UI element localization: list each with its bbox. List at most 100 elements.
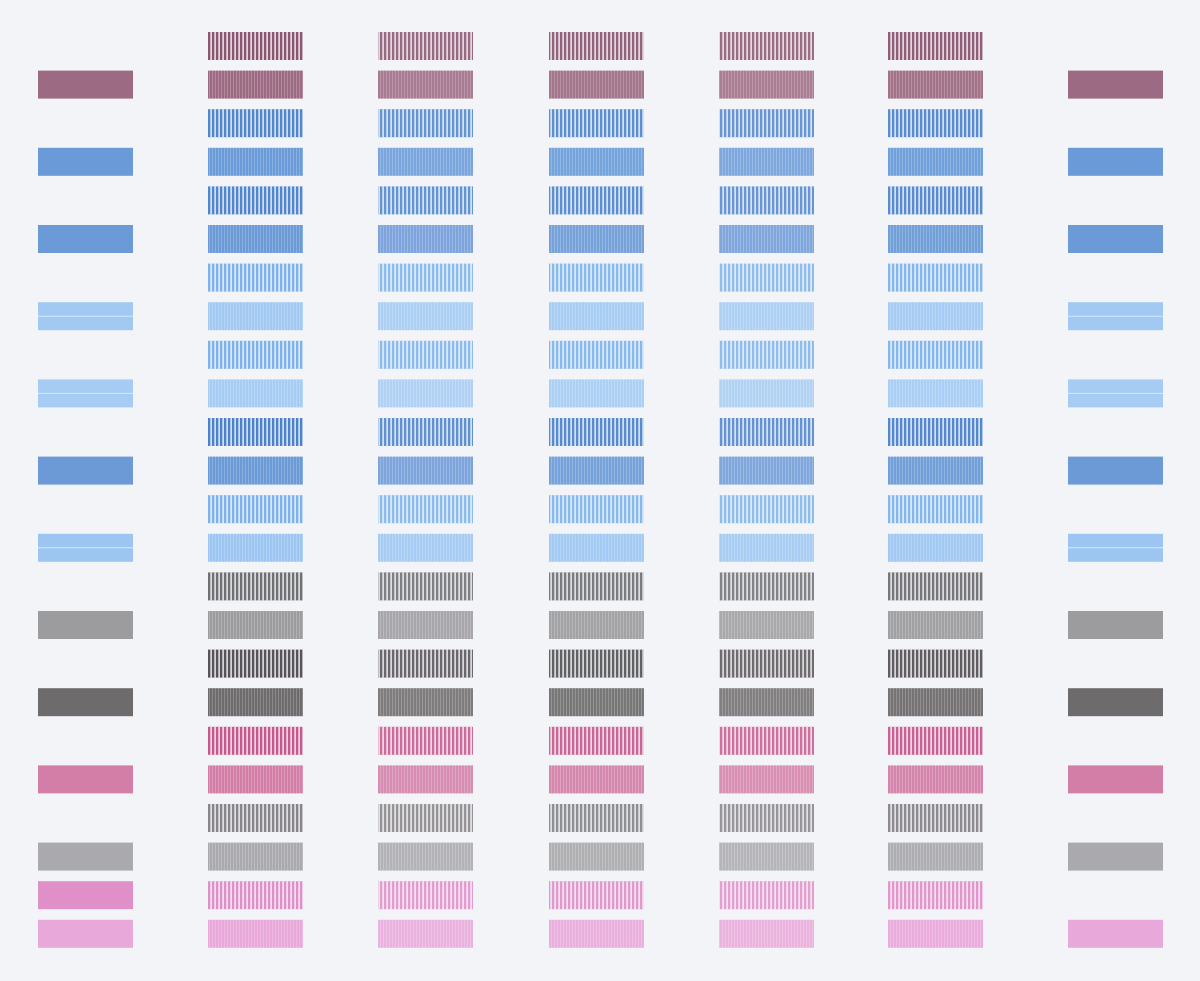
stripe-overlay: [208, 109, 303, 138]
fine-overlay: [719, 611, 814, 639]
stripe-overlay: [888, 32, 983, 60]
fine-overlay: [378, 533, 473, 562]
fine-overlay: [719, 765, 814, 794]
stripe-overlay: [208, 32, 303, 60]
fine-overlay: [719, 379, 814, 408]
stripe-overlay: [378, 804, 473, 832]
stripe-overlay: [208, 649, 303, 678]
stripe-overlay: [719, 263, 814, 292]
fine-overlay: [549, 765, 644, 794]
fine-overlay: [378, 302, 473, 331]
fine-overlay: [208, 688, 303, 717]
fine-overlay: [378, 456, 473, 485]
stripe-overlay: [719, 109, 814, 138]
stripe-overlay: [378, 649, 473, 678]
fine-overlay: [719, 147, 814, 176]
stripe-overlay: [208, 572, 303, 601]
stripe-overlay: [549, 572, 644, 601]
stripe-overlay: [888, 109, 983, 138]
stripe-overlay: [719, 32, 814, 60]
side-patch: [38, 225, 133, 253]
fine-overlay: [888, 765, 983, 794]
stripe-overlay: [719, 649, 814, 678]
fine-overlay: [378, 379, 473, 408]
fine-overlay: [888, 225, 983, 253]
fine-overlay: [378, 765, 473, 794]
fine-overlay: [549, 379, 644, 408]
fine-overlay: [208, 611, 303, 639]
side-patch: [1068, 688, 1163, 717]
stripe-overlay: [378, 109, 473, 138]
stripe-overlay: [549, 186, 644, 215]
fine-overlay: [378, 611, 473, 639]
stripe-overlay: [208, 340, 303, 369]
fine-overlay: [208, 225, 303, 253]
stripe-overlay: [888, 881, 983, 910]
side-patch: [1068, 611, 1163, 639]
stripe-overlay: [549, 649, 644, 678]
fine-overlay: [719, 919, 814, 948]
fine-overlay: [378, 919, 473, 948]
stripe-overlay: [549, 726, 644, 755]
stripe-overlay: [378, 32, 473, 60]
stripe-overlay: [208, 804, 303, 832]
side-patch: [38, 881, 133, 910]
stripe-overlay: [378, 263, 473, 292]
stripe-overlay: [378, 340, 473, 369]
stripe-overlay: [719, 804, 814, 832]
fine-overlay: [378, 225, 473, 253]
stripe-overlay: [719, 418, 814, 446]
fine-overlay: [208, 456, 303, 485]
stripe-overlay: [208, 418, 303, 446]
stripe-overlay: [888, 186, 983, 215]
stripe-overlay: [378, 572, 473, 601]
fine-overlay: [888, 147, 983, 176]
fine-overlay: [888, 688, 983, 717]
side-patch: [38, 456, 133, 485]
stripe-overlay: [719, 572, 814, 601]
side-patch: [38, 70, 133, 99]
fine-overlay: [888, 70, 983, 99]
stripe-overlay: [719, 881, 814, 910]
side-patch: [38, 765, 133, 794]
side-patch: [38, 147, 133, 176]
fine-overlay: [549, 225, 644, 253]
side-patch: [1068, 456, 1163, 485]
stripe-overlay: [719, 726, 814, 755]
stripe-overlay: [378, 495, 473, 524]
stripe-overlay: [888, 572, 983, 601]
stripe-overlay: [888, 263, 983, 292]
fine-overlay: [208, 147, 303, 176]
stripe-overlay: [719, 495, 814, 524]
fine-overlay: [549, 688, 644, 717]
side-patch: [1068, 919, 1163, 948]
fine-overlay: [549, 611, 644, 639]
side-patch: [38, 919, 133, 948]
stripe-overlay: [888, 418, 983, 446]
stripe-overlay: [888, 804, 983, 832]
stripe-overlay: [378, 881, 473, 910]
fine-overlay: [549, 919, 644, 948]
fine-overlay: [719, 225, 814, 253]
side-patch: [1068, 225, 1163, 253]
fine-overlay: [549, 456, 644, 485]
fine-overlay: [208, 70, 303, 99]
fine-overlay: [208, 919, 303, 948]
fine-overlay: [888, 919, 983, 948]
fine-overlay: [208, 765, 303, 794]
fine-overlay: [888, 842, 983, 871]
fine-overlay: [378, 70, 473, 99]
stripe-overlay: [378, 418, 473, 446]
fine-overlay: [719, 533, 814, 562]
fine-overlay: [208, 302, 303, 331]
stripe-overlay: [549, 340, 644, 369]
side-patch: [38, 688, 133, 717]
fine-overlay: [208, 842, 303, 871]
side-patch: [38, 611, 133, 639]
stripe-overlay: [208, 881, 303, 910]
fine-overlay: [549, 147, 644, 176]
fine-overlay: [378, 842, 473, 871]
